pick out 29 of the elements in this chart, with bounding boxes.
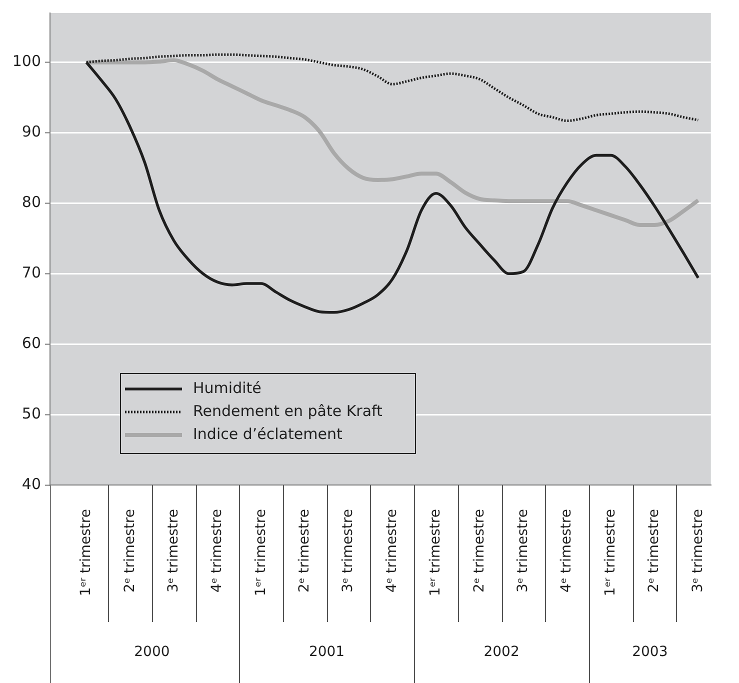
x-tick-label: 4ᵉ trimestre <box>558 509 575 592</box>
x-tick-label: 3ᵉ trimestre <box>690 509 706 592</box>
x-tick-label: 1ᵉʳ trimestre <box>428 509 444 596</box>
y-tick-label: 90 <box>22 122 41 141</box>
text: 2001 <box>308 644 345 660</box>
x-tick-label: 4ᵉ trimestre <box>209 509 226 592</box>
x-tick-label: 3ᵉ trimestre <box>340 509 356 592</box>
text: 2003 <box>632 644 668 660</box>
x-tick-label: 2ᵉ trimestre <box>471 509 488 592</box>
x-tick-label: 1ᵉʳ trimestre <box>602 509 618 596</box>
y-tick-label: 40 <box>22 474 41 493</box>
legend-label: Indice d’éclatement <box>193 424 342 443</box>
x-tick-label: 3ᵉ trimestre <box>165 509 182 592</box>
text: 2000 <box>134 644 170 660</box>
text: 2002 <box>484 644 520 660</box>
x-tick-label: 2ᵉ trimestre <box>296 509 313 592</box>
y-tick-label: 60 <box>22 334 41 352</box>
x-tick-label: 2ᵉ trimestre <box>646 509 662 592</box>
y-tick-label: 100 <box>12 52 41 70</box>
x-tick-label: 1ᵉʳ trimestre <box>252 509 269 596</box>
y-tick-label: 70 <box>22 264 41 282</box>
x-tick-label: 3ᵉ trimestre <box>515 509 532 592</box>
legend-label: Humidité <box>193 378 262 397</box>
y-tick-label: 80 <box>22 193 41 212</box>
legend-label: Rendement en pâte Kraft <box>193 402 383 420</box>
x-tick-label: 1ᵉʳ trimestre <box>78 509 94 596</box>
x-tick-label: 2ᵉ trimestre <box>122 509 138 592</box>
y-tick-label: 50 <box>22 404 41 422</box>
x-tick-label: 4ᵉ trimestre <box>384 509 400 592</box>
